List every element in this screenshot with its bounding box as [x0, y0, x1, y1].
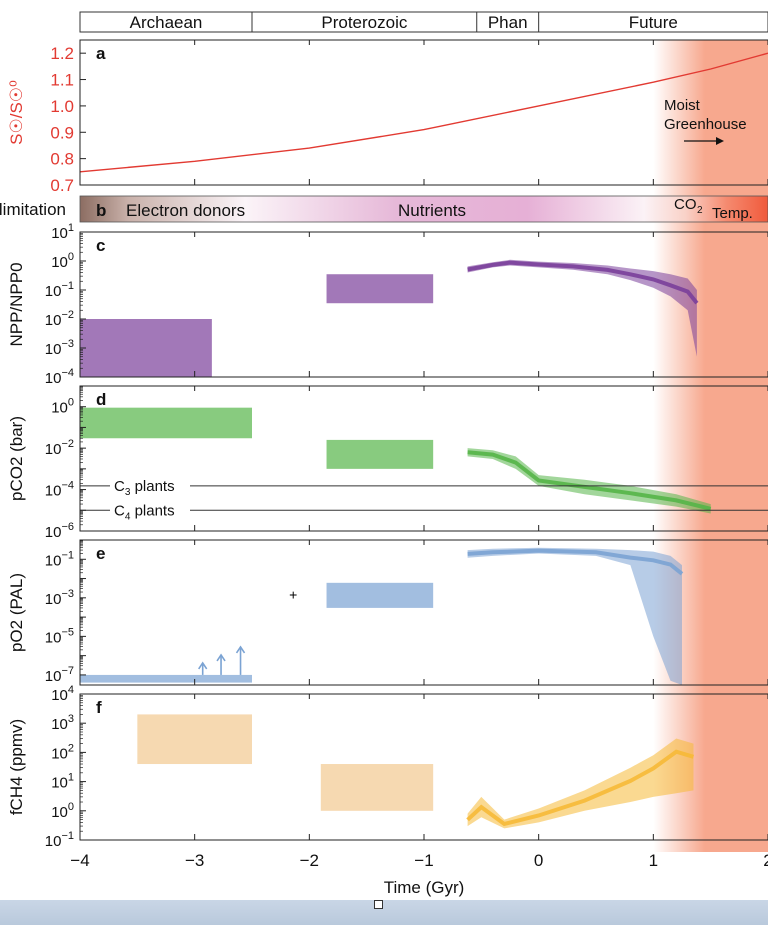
moist-greenhouse-label: Greenhouse	[664, 116, 747, 133]
y-axis-label: NPP/NPP0	[7, 262, 26, 346]
panel-letter-b: b	[96, 201, 106, 220]
future-shading	[653, 40, 768, 852]
reference-line-label: C3 plants	[114, 478, 175, 498]
estimate-box	[80, 319, 212, 377]
x-tick-label: −4	[70, 851, 89, 870]
tick-label: 103	[51, 713, 74, 733]
limitation-label: CO	[674, 196, 697, 213]
tick-label: 10−1	[45, 830, 74, 850]
y-axis-label: pCO2 (bar)	[7, 416, 26, 501]
tick-label: 10−3	[45, 338, 74, 358]
resize-handle[interactable]	[374, 900, 383, 909]
estimate-box	[80, 407, 252, 439]
x-tick-label: −1	[414, 851, 433, 870]
tick-label: 0.9	[50, 123, 74, 142]
estimate-box	[320, 764, 434, 811]
ensemble-median	[467, 548, 684, 576]
tick-label: 1.1	[50, 71, 74, 90]
tick-label: 10−4	[45, 367, 74, 387]
panel-frame-f	[79, 693, 768, 841]
tick-label: 102	[51, 742, 74, 762]
arrow-head	[198, 661, 208, 670]
ensemble-median	[467, 260, 699, 305]
x-axis-title: Time (Gyr)	[384, 878, 465, 897]
data-marker: +	[289, 586, 297, 602]
estimate-box	[326, 274, 434, 304]
tick-label: 10−4	[45, 480, 74, 500]
label-backing	[110, 501, 190, 518]
y-axis-label: fCH4 (ppmv)	[7, 719, 26, 815]
tick-label: 10−5	[45, 626, 74, 646]
tick-label: 10−1	[45, 280, 74, 300]
tick-label: 1.0	[50, 97, 74, 116]
tick-label: 10−3	[45, 588, 74, 608]
panel-letter-d: d	[96, 390, 106, 409]
panel-frame-a	[79, 39, 768, 186]
x-tick-label: −2	[300, 851, 319, 870]
arrow-head	[216, 653, 226, 662]
ensemble-median	[466, 749, 695, 827]
label-backing	[110, 476, 190, 493]
tick-label: 0.8	[50, 150, 74, 169]
tick-label: 10−1	[45, 549, 74, 569]
x-tick-label: 1	[649, 851, 658, 870]
y-axis-label: S☉/S☉⁰	[7, 80, 26, 145]
estimate-box	[326, 582, 434, 608]
x-tick-label: 0	[534, 851, 543, 870]
y-axis-label: pO2 (PAL)	[7, 573, 26, 652]
tick-label: 0.7	[50, 176, 74, 195]
x-tick-label: 2	[763, 851, 768, 870]
moist-greenhouse-label: Moist	[664, 97, 701, 114]
x-tick-label: −3	[185, 851, 204, 870]
ensemble-median	[467, 450, 712, 511]
tick-label: 101	[51, 772, 74, 792]
panel-frame-e	[79, 539, 768, 686]
limitation-label: Temp.	[712, 205, 753, 222]
limitation-side-label: limitation	[0, 200, 66, 219]
limitation-bar	[79, 195, 768, 223]
panel-letter-e: e	[96, 544, 105, 563]
eon-label: Archaean	[130, 13, 203, 32]
panel-frame-d	[79, 385, 768, 532]
tick-label: 100	[51, 397, 74, 417]
tick-label: 1.2	[50, 44, 74, 63]
estimate-box	[326, 439, 434, 469]
subscript: 2	[697, 205, 703, 216]
limitation-label: Nutrients	[398, 201, 466, 220]
limitation-label: Electron donors	[126, 201, 245, 220]
tick-label: 10−6	[45, 521, 74, 541]
estimate-box	[137, 714, 252, 765]
panel-letter-f: f	[96, 698, 102, 717]
tick-label: 100	[51, 251, 74, 271]
tick-label: 101	[51, 222, 74, 242]
eon-label: Future	[629, 13, 678, 32]
window-bottom-frame	[0, 900, 768, 925]
panel-frame-c	[79, 231, 768, 378]
arrow-head	[235, 645, 246, 654]
panel-letter-a: a	[96, 44, 106, 63]
tick-label: 10−2	[45, 309, 74, 329]
arrow-head	[716, 137, 724, 145]
solar-luminosity-curve	[80, 52, 768, 173]
ensemble-envelope	[467, 738, 694, 829]
estimate-box	[80, 674, 252, 683]
tick-label: 100	[51, 801, 74, 821]
panel-letter-c: c	[96, 236, 105, 255]
eon-label: Phan	[488, 13, 528, 32]
reference-line-label: C4 plants	[114, 502, 175, 522]
tick-label: 104	[51, 684, 74, 704]
tick-label: 10−2	[45, 438, 74, 458]
eon-label: Proterozoic	[321, 13, 407, 32]
tick-label: 10−7	[45, 665, 74, 685]
